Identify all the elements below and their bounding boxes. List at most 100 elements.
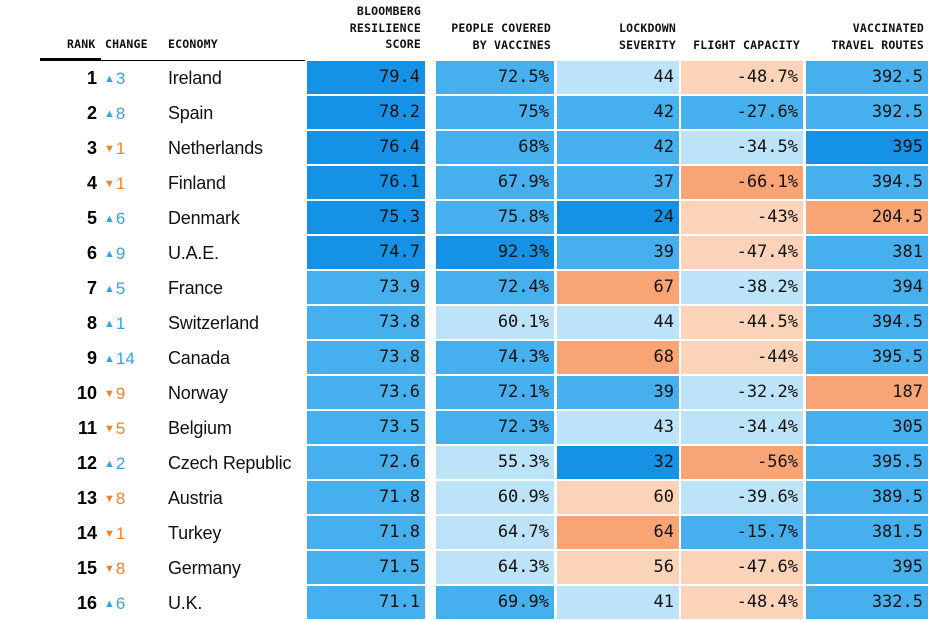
cell-routes: 394	[806, 271, 928, 304]
rank-change-value: 8	[115, 559, 126, 578]
cell-lockdown: 41	[557, 586, 679, 619]
header-score-line-2: RESILIENCE	[349, 20, 421, 35]
rank-change-value: 6	[115, 209, 126, 228]
triangle-up-icon: ▲	[104, 73, 115, 85]
cell-routes: 204.5	[806, 201, 928, 234]
cell-routes: 392.5	[806, 61, 928, 94]
triangle-up-icon: ▲	[104, 283, 115, 295]
header-routes-line-1: VACCINATED	[852, 21, 924, 35]
header-lockdown-line-1: LOCKDOWN	[619, 21, 676, 35]
cell-lockdown: 39	[557, 236, 679, 269]
rank-value: 6	[86, 243, 97, 263]
rank-change: ▲9	[104, 236, 125, 272]
cell-routes: 394.5	[806, 166, 928, 199]
cell-flight: -38.2%	[681, 271, 803, 304]
cell-score: 74.7	[307, 236, 425, 269]
header-flight-line-1: FLIGHT CAPACITY	[693, 38, 800, 52]
cell-flight: -48.7%	[681, 61, 803, 94]
header-vaccines-line-2: BY VACCINES	[472, 37, 551, 52]
cell-score: 73.6	[307, 376, 425, 409]
rank-change: ▲8	[104, 96, 125, 132]
rank-change-value: 9	[115, 384, 126, 403]
rank-change: ▲3	[104, 61, 125, 97]
rank-value: 8	[86, 313, 97, 333]
cell-flight: -15.7%	[681, 516, 803, 549]
rank-change: ▼1	[104, 516, 125, 552]
triangle-down-icon: ▼	[104, 388, 115, 400]
cell-routes: 389.5	[806, 481, 928, 514]
cell-vaccines: 72.3%	[436, 411, 554, 444]
economy-name: Netherlands	[168, 138, 263, 158]
economy-name: France	[168, 278, 223, 298]
economy-name: Switzerland	[168, 313, 259, 333]
cell-score: 73.8	[307, 306, 425, 339]
rank-change: ▲6	[104, 586, 125, 622]
rank-change: ▲5	[104, 271, 125, 307]
triangle-up-icon: ▲	[104, 458, 115, 470]
cell-flight: -32.2%	[681, 376, 803, 409]
cell-flight: -47.4%	[681, 236, 803, 269]
cell-flight: -34.5%	[681, 131, 803, 164]
cell-flight: -56%	[681, 446, 803, 479]
rank-value: 3	[86, 138, 97, 158]
cell-score: 71.5	[307, 551, 425, 584]
cell-lockdown: 37	[557, 166, 679, 199]
cell-flight: -44%	[681, 341, 803, 374]
rank-change-value: 14	[115, 349, 135, 368]
cell-vaccines: 64.7%	[436, 516, 554, 549]
triangle-down-icon: ▼	[104, 178, 115, 190]
cell-flight: -66.1%	[681, 166, 803, 199]
table-row: 1 ▲3 Ireland 79.4 72.5% 44 -48.7% 392.5	[0, 61, 928, 96]
economy-name: Germany	[168, 558, 241, 578]
table-row: 5 ▲6 Denmark 75.3 75.8% 24 -43% 204.5	[0, 201, 928, 236]
economy-name: U.A.E.	[168, 243, 219, 263]
cell-flight: -48.4%	[681, 586, 803, 619]
economy-name: Denmark	[168, 208, 240, 228]
rank-value: 5	[86, 208, 97, 228]
triangle-up-icon: ▲	[104, 248, 115, 260]
header-score-line-1: BLOOMBERG	[356, 4, 421, 18]
triangle-down-icon: ▼	[104, 423, 115, 435]
table-row: 6 ▲9 U.A.E. 74.7 92.3% 39 -47.4% 381	[0, 236, 928, 271]
rank-value: 1	[86, 68, 97, 88]
cell-routes: 395	[806, 131, 928, 164]
header-flight: FLIGHT CAPACITY	[681, 37, 800, 54]
rank-value: 10	[76, 383, 97, 403]
header-rank: RANK	[67, 37, 96, 51]
cell-lockdown: 42	[557, 131, 679, 164]
rank-change: ▼5	[104, 411, 125, 447]
cell-vaccines: 55.3%	[436, 446, 554, 479]
rank-change-value: 1	[115, 174, 126, 193]
cell-vaccines: 68%	[436, 131, 554, 164]
cell-lockdown: 56	[557, 551, 679, 584]
triangle-up-icon: ▲	[104, 318, 115, 330]
table-row: 4 ▼1 Finland 76.1 67.9% 37 -66.1% 394.5	[0, 166, 928, 201]
triangle-down-icon: ▼	[104, 493, 115, 505]
cell-routes: 381.5	[806, 516, 928, 549]
rank-change-value: 5	[115, 419, 126, 438]
header-score: BLOOMBERG RESILIENCE SCORE	[300, 3, 421, 53]
table-row: 16 ▲6 U.K. 71.1 69.9% 41 -48.4% 332.5	[0, 586, 928, 621]
cell-score: 75.3	[307, 201, 425, 234]
cell-score: 73.5	[307, 411, 425, 444]
cell-flight: -27.6%	[681, 96, 803, 129]
cell-lockdown: 68	[557, 341, 679, 374]
cell-routes: 395.5	[806, 341, 928, 374]
table-row: 13 ▼8 Austria 71.8 60.9% 60 -39.6% 389.5	[0, 481, 928, 516]
rank-value: 13	[76, 488, 97, 508]
cell-lockdown: 32	[557, 446, 679, 479]
header-routes-line-2: TRAVEL ROUTES	[831, 37, 924, 52]
rank-change-value: 2	[115, 454, 126, 473]
rank-change: ▼8	[104, 481, 125, 517]
economy-name: Norway	[168, 383, 228, 403]
cell-vaccines: 72.4%	[436, 271, 554, 304]
cell-lockdown: 64	[557, 516, 679, 549]
rank-change-value: 1	[115, 314, 126, 333]
cell-vaccines: 72.1%	[436, 376, 554, 409]
triangle-up-icon: ▲	[104, 353, 115, 365]
table-row: 10 ▼9 Norway 73.6 72.1% 39 -32.2% 187	[0, 376, 928, 411]
cell-flight: -34.4%	[681, 411, 803, 444]
cell-score: 71.8	[307, 481, 425, 514]
cell-vaccines: 60.9%	[436, 481, 554, 514]
